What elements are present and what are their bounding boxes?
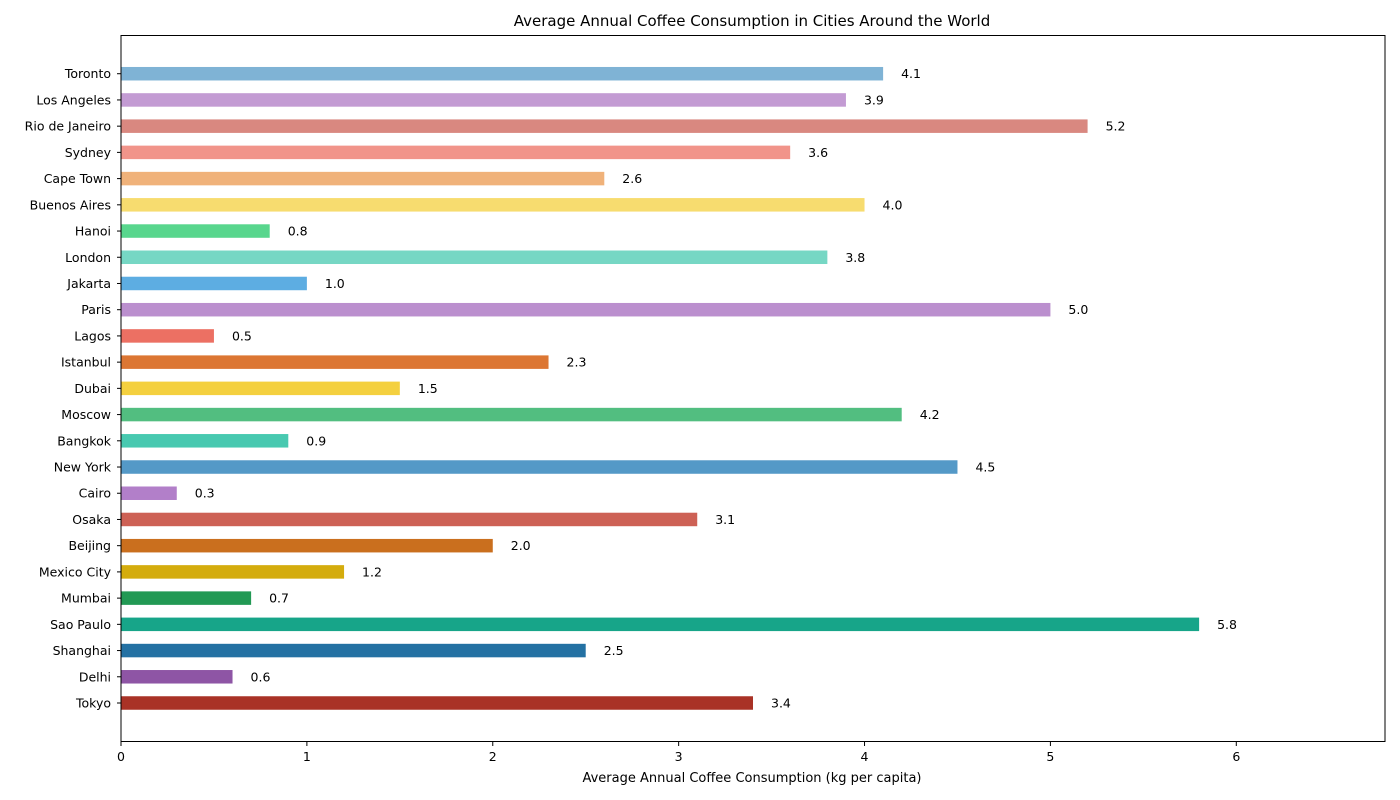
y-tick-label: Lagos [74,328,111,343]
data-label: 2.3 [567,355,587,370]
y-tick-label: Los Angeles [36,92,111,107]
data-label: 0.7 [269,591,289,606]
data-label: 0.8 [288,224,308,239]
y-tick-label: Rio de Janeiro [25,119,111,134]
bar [121,224,270,238]
y-tick-label: Shanghai [53,643,111,658]
data-label: 1.2 [362,564,382,579]
bar [121,329,214,343]
bars-group [121,66,1200,710]
bar [121,643,586,658]
data-label: 2.5 [604,643,624,658]
bar [121,93,846,107]
data-label: 1.5 [418,381,438,396]
bar [121,198,865,212]
x-tick-label: 0 [117,749,125,764]
data-label: 3.9 [864,92,884,107]
x-tick-label: 2 [489,749,497,764]
y-tick-label: Sydney [65,145,112,160]
data-label: 5.8 [1217,617,1237,632]
data-label: 3.6 [808,145,828,160]
bar [121,250,828,265]
y-tick-label: Toronto [64,66,111,81]
bar [121,670,233,684]
bar [121,512,698,527]
data-label: 0.9 [306,433,326,448]
bar [121,171,605,186]
y-tick-label: Sao Paulo [50,617,111,632]
x-tick-label: 5 [1046,749,1054,764]
data-label: 0.5 [232,328,252,343]
data-label: 0.6 [251,669,271,684]
x-tick-label: 3 [675,749,683,764]
data-label: 5.0 [1068,302,1088,317]
bar [121,407,902,422]
bar [121,302,1051,317]
bar [121,591,252,605]
bar [121,119,1088,133]
data-label: 2.0 [511,538,531,553]
data-label: 3.8 [845,250,865,265]
y-tick-label: Dubai [74,381,111,396]
x-tick-label: 1 [303,749,311,764]
y-axis-ticks: Tokyo Delhi Shanghai Sao Paulo Mumbai Mexico … [25,66,121,711]
chart-title: Average Annual Coffee Consumption in Cit… [514,12,991,30]
plot-frame [120,35,1386,742]
y-tick-label: Mumbai [61,591,111,606]
bar [121,276,307,291]
y-tick-label: New York [54,460,112,475]
bar [121,565,345,579]
data-labels-group: 3.4 0.6 2.5 5.8 0.7 1.2 2.0 3.1 0.3 4.5 0.9 4.2 1.5 2… [195,66,1237,710]
y-tick-label: Hanoi [75,224,111,239]
x-axis-ticks: 0 1 2 3 4 5 6 [117,741,1240,764]
y-tick-label: Mexico City [39,564,112,579]
bar [121,355,549,369]
data-label: 3.4 [771,696,791,711]
y-tick-label: Tokyo [75,696,111,711]
y-tick-label: Beijing [68,538,111,553]
data-label: 2.6 [622,171,642,186]
y-tick-label: Paris [81,302,111,317]
y-tick-label: Buenos Aires [30,197,111,212]
y-tick-label: Delhi [79,669,111,684]
bar [121,434,289,448]
data-label: 0.3 [195,486,215,501]
x-tick-label: 4 [861,749,869,764]
bar [121,538,493,553]
y-tick-label: Bangkok [57,433,112,448]
bar [121,486,177,500]
x-axis-label: Average Annual Coffee Consumption (kg pe… [582,771,921,786]
bar [121,381,400,396]
bar [121,460,958,474]
y-tick-label: London [65,250,111,265]
data-label: 3.1 [715,512,735,527]
y-tick-label: Osaka [72,512,111,527]
data-label: 4.1 [901,66,921,81]
data-label: 1.0 [325,276,345,291]
y-tick-label: Cairo [79,486,111,501]
x-tick-label: 6 [1232,749,1240,764]
bar [121,696,753,710]
y-tick-label: Jakarta [66,276,111,291]
data-label: 4.0 [883,197,903,212]
bar [121,66,884,81]
data-label: 5.2 [1106,119,1126,134]
y-tick-label: Moscow [61,407,111,422]
bar [121,617,1200,632]
data-label: 4.5 [975,460,995,475]
y-tick-label: Cape Town [44,171,111,186]
data-label: 4.2 [920,407,940,422]
bar [121,145,791,160]
y-tick-label: Istanbul [61,355,111,370]
